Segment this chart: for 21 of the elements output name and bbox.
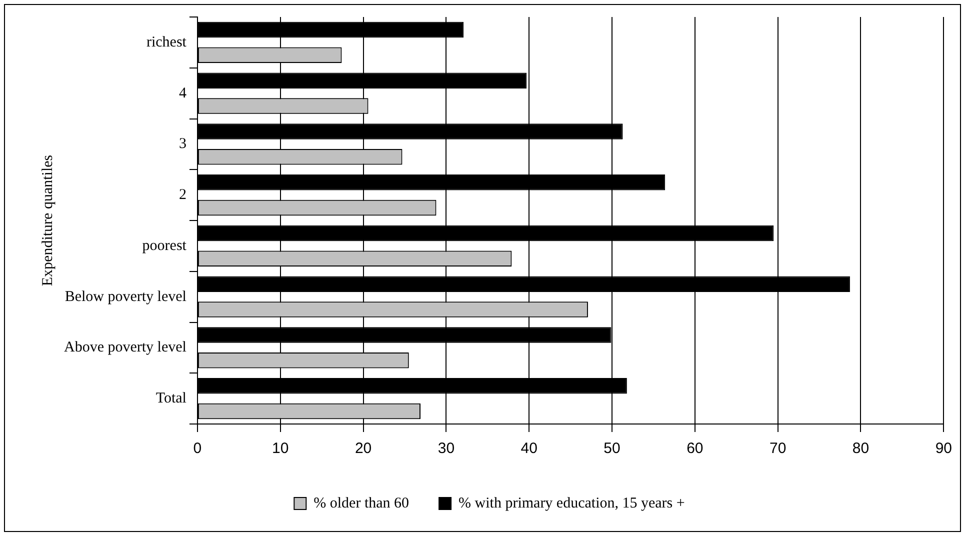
y-tick-label: Above poverty level bbox=[64, 340, 186, 356]
x-tick-label: 50 bbox=[604, 440, 620, 458]
x-tick-label: 0 bbox=[193, 440, 202, 458]
legend-label: % with primary education, 15 years + bbox=[458, 495, 685, 512]
x-tick-label: 30 bbox=[438, 440, 455, 458]
y-tick-label: 2 bbox=[178, 187, 186, 203]
y-tick-label: richest bbox=[146, 34, 188, 50]
y-tick-label: poorest bbox=[142, 238, 188, 254]
y-tick-label: Below poverty level bbox=[64, 288, 186, 305]
x-tick-label: 60 bbox=[686, 440, 704, 458]
x-tick-label: 40 bbox=[520, 440, 538, 458]
y-tick-label: 4 bbox=[178, 85, 187, 102]
x-tick-label: 90 bbox=[935, 440, 952, 458]
legend-label: % older than 60 bbox=[314, 495, 410, 512]
y-tick-label: Total bbox=[156, 390, 186, 406]
x-tick-label: 10 bbox=[272, 440, 289, 458]
x-tick-label: 70 bbox=[769, 440, 786, 458]
y-axis-title: Expenditure quantiles bbox=[40, 154, 56, 286]
x-tick-label: 80 bbox=[852, 440, 870, 458]
x-tick-label: 20 bbox=[354, 440, 372, 458]
y-tick-label: 3 bbox=[178, 136, 186, 152]
